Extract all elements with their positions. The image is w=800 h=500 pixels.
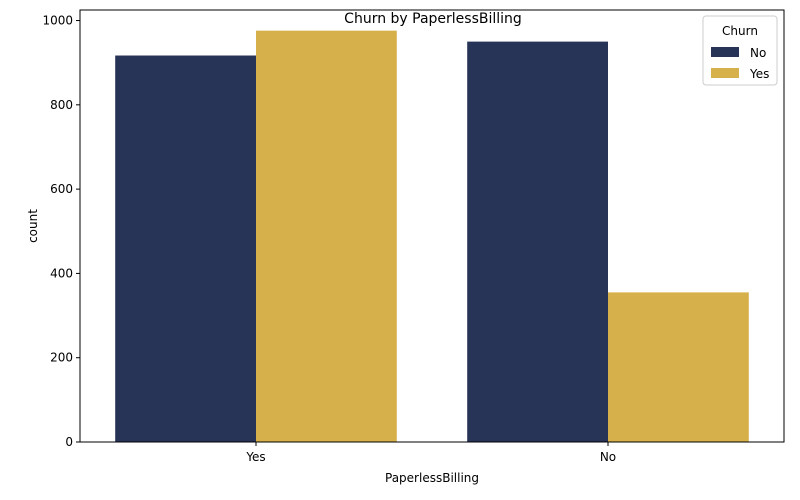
legend-label-no: No	[750, 46, 766, 60]
y-tick-label: 1000	[42, 14, 73, 28]
bar-yes-churn-yes	[256, 30, 397, 443]
x-tick-label: No	[600, 450, 616, 464]
legend-swatch-no	[711, 47, 739, 57]
legend-title: Churn	[722, 24, 758, 38]
legend-label-yes: Yes	[749, 67, 769, 81]
x-tick-label: Yes	[245, 450, 265, 464]
bar-yes-churn-no	[115, 55, 256, 443]
legend-box	[702, 15, 778, 86]
y-tick-label: 400	[50, 266, 73, 280]
y-axis: 0 200 400 600 800 1000	[42, 14, 80, 449]
y-tick-label: 200	[50, 351, 73, 365]
y-axis-label: count	[26, 209, 40, 243]
chart-title: Churn by PaperlessBilling	[344, 11, 522, 27]
bar-no-churn-yes	[608, 292, 749, 442]
bar-no-churn-no	[467, 41, 608, 443]
legend: Churn No Yes	[702, 15, 778, 86]
y-tick-label: 600	[50, 182, 73, 196]
x-axis: Yes No	[245, 442, 616, 464]
legend-swatch-yes	[711, 68, 739, 78]
plot-area	[115, 30, 749, 443]
x-axis-label: PaperlessBilling	[385, 471, 479, 485]
y-tick-label: 0	[65, 435, 73, 449]
y-tick-label: 800	[50, 98, 73, 112]
plot-frame	[79, 9, 785, 443]
